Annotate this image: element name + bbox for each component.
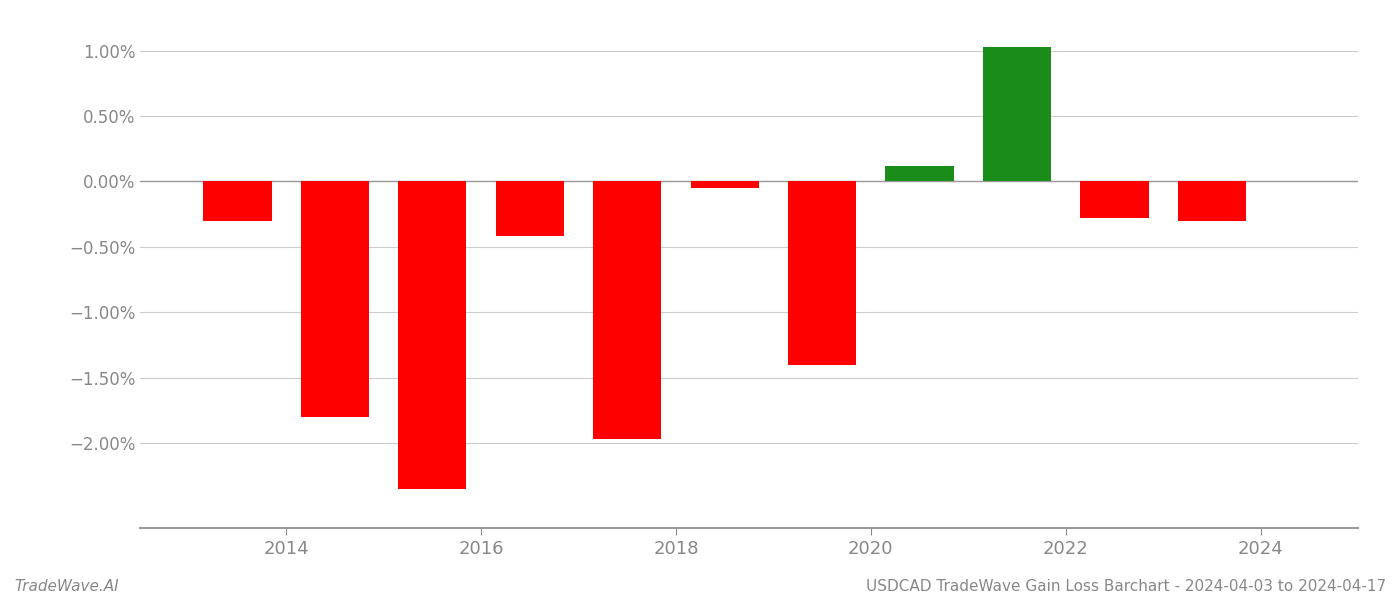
Bar: [301, 181, 370, 417]
Bar: [398, 181, 466, 489]
Text: USDCAD TradeWave Gain Loss Barchart - 2024-04-03 to 2024-04-17: USDCAD TradeWave Gain Loss Barchart - 20…: [865, 579, 1386, 594]
Bar: [1177, 181, 1246, 221]
Bar: [594, 181, 661, 439]
Bar: [983, 47, 1051, 181]
Bar: [1081, 181, 1148, 218]
Bar: [203, 181, 272, 221]
Bar: [496, 181, 564, 236]
Bar: [885, 166, 953, 181]
Text: TradeWave.AI: TradeWave.AI: [14, 579, 119, 594]
Bar: [788, 181, 857, 365]
Bar: [690, 181, 759, 188]
